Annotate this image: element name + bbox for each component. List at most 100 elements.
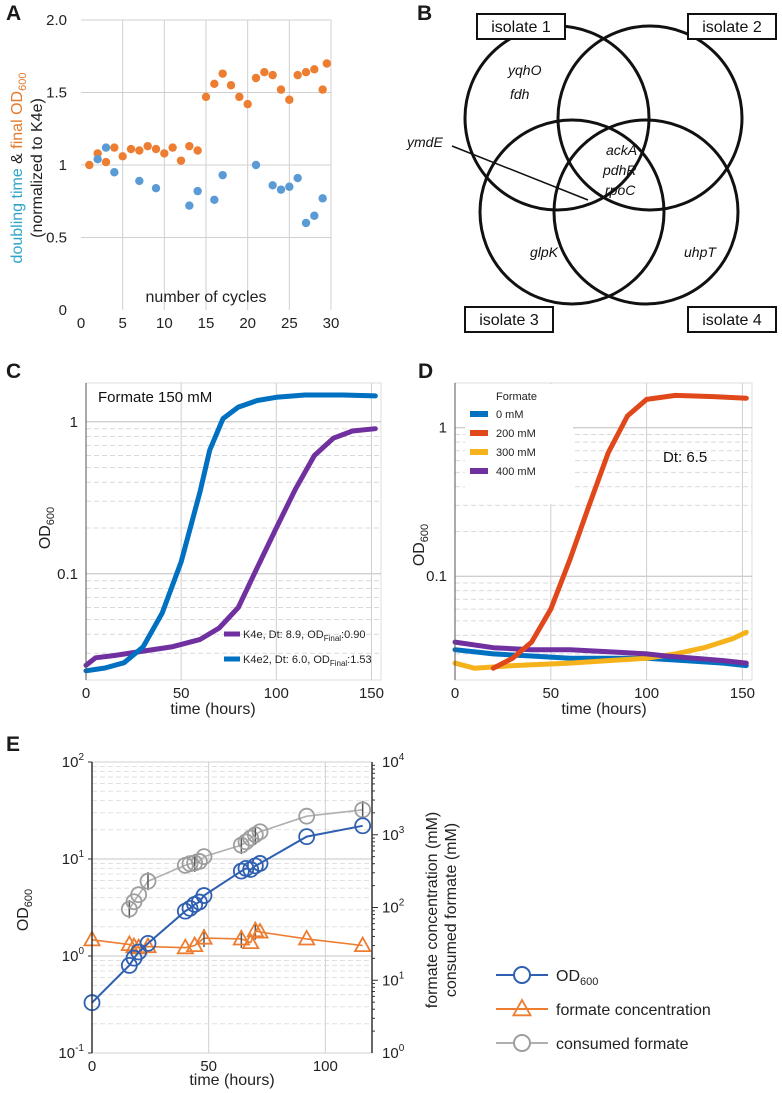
- panel-e-rtick-0: 100: [382, 1043, 405, 1062]
- venn-circle-isolate-2: [556, 24, 744, 212]
- panel-c-ytick-1: 1: [70, 414, 78, 431]
- panel-a-point-od-25: [293, 70, 302, 80]
- panel-e-rtick-base-2: 10: [382, 900, 399, 917]
- gene-uhpT: uhpT: [684, 244, 717, 260]
- panel-e-series: [82, 800, 533, 1017]
- panel-d-dt-annotation: Dt: 6.5: [663, 449, 707, 466]
- panel-d-line-400-mM: [452, 639, 749, 666]
- panel-a: A 0 5 10 15 20 25 30 0 0.5 1 1.5 2.0 doubling time …: [6, 2, 339, 332]
- panel-a-point-od-7: [143, 141, 152, 151]
- panel-c-xtick-2: 100: [264, 685, 289, 702]
- panel-a-ylabel-sub: 600: [17, 73, 29, 91]
- panel-e-legend-label-sub-0: 600: [580, 976, 598, 988]
- isolate-4-box: [687, 306, 777, 333]
- panel-e-ytick-2: 101: [62, 849, 85, 868]
- panel-e-od-marker-15: [298, 828, 316, 846]
- gene-rpoC: rpoC: [605, 182, 636, 198]
- panel-e-legend-label-1: formate concentration: [556, 1002, 711, 1019]
- panel-a-ylabel-finalod: final OD: [9, 91, 26, 149]
- panel-a-point-od-28: [318, 85, 327, 94]
- panel-d-legend-bg: [465, 384, 573, 504]
- panel-e-formate-marker-9: [241, 932, 260, 950]
- panel-c-legend: K4e, Dt: 8.9, ODFinal:0.90 K4e2, Dt: 6.0…: [224, 629, 372, 668]
- panel-a-point-od-15: [210, 79, 219, 89]
- panel-a-ylabel-line1: doubling time & final OD600: [9, 73, 29, 264]
- panel-e-od-marker-9: [195, 887, 213, 904]
- panel-d-xtick-0: 0: [451, 685, 459, 702]
- gene-fdh: fdh: [510, 86, 530, 102]
- panel-a-point-dt-5: [185, 201, 194, 210]
- panel-e-ytick-base-2: 10: [62, 851, 79, 868]
- panel-e-rtick-base-4: 10: [382, 754, 399, 771]
- panel-e-ytick-exp-3: 2: [78, 752, 84, 763]
- panel-a-point-dt-4: [151, 184, 161, 193]
- panel-c-ylabel-od: OD: [37, 525, 54, 549]
- panel-a-point-od-4: [118, 152, 127, 161]
- panel-d-legend-label-1: 200 mM: [496, 428, 536, 440]
- isolate-1-label: isolate 1: [491, 19, 551, 36]
- panel-a-ylabel-doubling: doubling time: [9, 168, 26, 263]
- panel-a-xtick-3: 15: [198, 315, 215, 332]
- panel-c-xtick-3: 150: [359, 685, 384, 702]
- panel-a-point-od-18: [235, 92, 244, 102]
- panel-e-od-marker-14: [251, 855, 269, 872]
- panel-e-xtick-1: 50: [200, 1058, 217, 1075]
- panel-e-formate-marker-4: [138, 936, 158, 954]
- panel-e-line-0: [91, 824, 363, 1004]
- panel-c-xtick-0: 0: [82, 685, 90, 702]
- panel-a-point-od-6: [135, 146, 144, 155]
- panel-d-legend-label-2: 300 mM: [496, 447, 536, 459]
- panel-e-consumed-marker-2: [130, 886, 148, 904]
- panel-a-point-dt-11: [276, 185, 286, 194]
- panel-d-ylabel-sub: 600: [419, 524, 431, 542]
- isolate-3-label: isolate 3: [479, 312, 539, 329]
- panel-a-xlabel: number of cycles: [146, 289, 267, 306]
- isolate-1-box: [476, 13, 566, 40]
- panel-e-rtick-base-3: 10: [382, 827, 399, 844]
- panel-e-formate-marker-12: [297, 929, 316, 946]
- panel-e-rtick-base-0: 10: [382, 1045, 399, 1062]
- panel-e-formate-marker-8: [232, 929, 251, 946]
- panel-d-legend: 0 mM 200 mM 300 mM 400 mM: [470, 409, 536, 478]
- panel-e-rtick-1: 101: [382, 970, 405, 989]
- panel-c-line-k4e2: [83, 392, 378, 674]
- panel-a-ytick-3: 1.5: [46, 85, 67, 102]
- panel-e-ytick-exp-0: -1: [75, 1043, 84, 1054]
- panel-e-ytick-3: 102: [62, 752, 85, 771]
- panel-e-consumed-marker-12: [246, 826, 264, 844]
- panel-a-point-dt-16: [318, 194, 327, 203]
- panel-e-xlabel: time (hours): [189, 1072, 274, 1089]
- panel-e-formate-marker-13: [353, 935, 372, 953]
- panel-letter-d: D: [418, 360, 433, 383]
- panel-a-point-dt-14: [301, 218, 311, 228]
- gene-ymdE: ymdE: [406, 134, 443, 150]
- panel-a-point-od-27: [310, 65, 319, 74]
- panel-a-point-dt-0: [93, 155, 102, 164]
- panel-a-point-od-10: [168, 143, 177, 152]
- panel-c-ylabel-sub: 600: [45, 507, 57, 525]
- panel-e-ylabel-sub: 600: [23, 889, 35, 907]
- panel-d-ytick-1: 1: [439, 420, 447, 437]
- panel-a-ytick-0: 0: [59, 302, 67, 319]
- panel-e-rtick-exp-1: 1: [399, 970, 405, 981]
- panel-a-ytick-2: 1: [59, 157, 67, 174]
- panel-a-point-od-5: [126, 144, 136, 154]
- panel-d-xtick-3: 150: [730, 685, 755, 702]
- panel-a-ylabel-line2: (normalized to K4e): [29, 98, 46, 238]
- panel-a-ytick-4: 2.0: [46, 12, 67, 29]
- panel-e-legend-label-0: OD600: [556, 968, 598, 988]
- panel-e-grid: [91, 761, 372, 1054]
- panel-d-xtick-1: 50: [542, 685, 559, 702]
- panel-a-grid: [81, 19, 332, 310]
- panel-a-point-od-11: [176, 156, 186, 165]
- panel-a-point-od-22: [268, 70, 277, 80]
- panel-d-ticks: 0 50 100 150 0.1 1: [426, 383, 755, 702]
- panel-e-formate-marker-7: [194, 928, 214, 945]
- panel-e-xtick-2: 100: [313, 1058, 338, 1075]
- isolate-2-box: [687, 13, 777, 40]
- panel-e-legend-marker-1: [511, 998, 533, 1017]
- panel-a-xtick-2: 10: [156, 315, 173, 332]
- panel-d-lines: [452, 392, 749, 671]
- panel-e-rtick-4: 104: [382, 752, 405, 771]
- panel-c-ticks: 0 50 100 150 0.1 1: [57, 383, 384, 702]
